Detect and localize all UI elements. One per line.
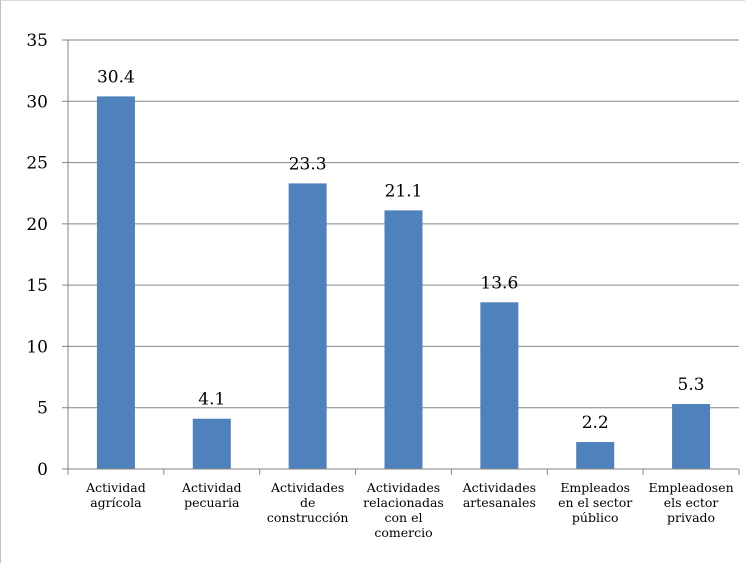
category-label-line: artesanales [463, 495, 536, 510]
data-label-4: 13.6 [480, 273, 518, 293]
category-label-line: els ector [664, 495, 719, 510]
bar-4 [480, 302, 519, 469]
category-label-line: Empleados [560, 480, 630, 495]
bar-1 [192, 418, 231, 469]
y-tick-label: 30 [26, 92, 48, 112]
category-label-line: de [300, 495, 315, 510]
category-label-1: Actividad pecuaria [181, 480, 242, 510]
y-tick-label: 35 [26, 31, 48, 51]
bar-2 [288, 183, 327, 469]
bar-0 [96, 96, 135, 469]
category-label-line: agrícola [90, 495, 142, 510]
category-label-line: con el [385, 510, 423, 525]
category-label-line: privado [667, 510, 715, 525]
y-tick-label: 5 [37, 399, 48, 419]
category-label-line: Actividades [366, 480, 440, 495]
category-label-0: Actividad agrícola [85, 480, 146, 510]
category-label-line: comercio [374, 525, 432, 540]
category-label-4: Actividades artesanales [462, 480, 536, 510]
bar-3 [384, 210, 423, 470]
y-tick-label: 10 [26, 337, 48, 357]
category-label-2: Actividades de construcción [267, 480, 349, 525]
category-label-5: Empleados en el sector público [558, 480, 632, 525]
category-label-3: Actividades relacionadas con el comercio [363, 480, 444, 540]
data-label-2: 23.3 [289, 154, 327, 174]
category-label-line: Actividades [270, 480, 344, 495]
bars [96, 96, 711, 470]
category-label-line: Actividad [181, 480, 242, 495]
category-label-line: público [572, 510, 619, 525]
y-tick-label: 15 [26, 276, 48, 296]
data-labels: 30.4 4.1 23.3 21.1 13.6 2.2 5.3 [97, 67, 705, 433]
y-tick-label: 20 [26, 215, 48, 235]
data-label-6: 5.3 [678, 375, 705, 395]
category-label-line: Actividades [462, 480, 536, 495]
category-label-line: en el sector [558, 495, 632, 510]
category-label-line: Actividad [85, 480, 146, 495]
bar-5 [576, 442, 615, 469]
data-label-3: 21.1 [385, 181, 423, 201]
bar-6 [672, 404, 711, 469]
category-label-6: Empleadosen els ector privado [648, 480, 733, 525]
y-tick-label: 25 [26, 154, 48, 174]
category-label-line: construcción [267, 510, 349, 525]
y-tick-label: 0 [37, 460, 48, 480]
data-label-0: 30.4 [97, 67, 135, 87]
category-label-line: pecuaria [184, 495, 240, 510]
y-axis: 0 5 10 15 20 25 30 35 [26, 31, 69, 480]
data-label-1: 4.1 [198, 390, 225, 410]
category-label-line: Empleadosen [648, 480, 733, 495]
data-label-5: 2.2 [582, 413, 609, 433]
category-label-line: relacionadas [363, 495, 444, 510]
